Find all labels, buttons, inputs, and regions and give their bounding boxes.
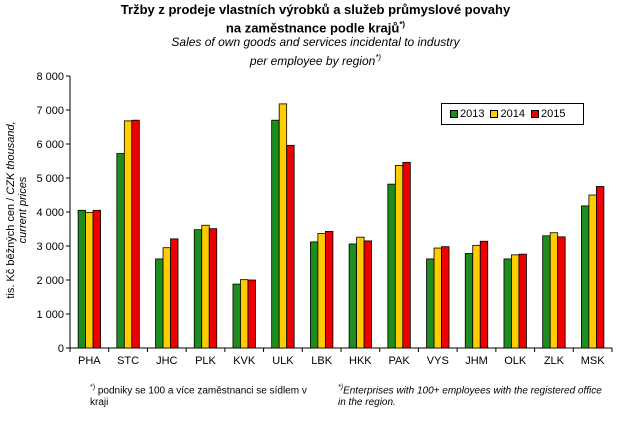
bar-2015-zlk — [557, 236, 566, 349]
x-tick-label-jhc: JHC — [156, 355, 177, 367]
bar-2015-pha — [92, 209, 102, 349]
bar-2013-kvk — [232, 283, 241, 349]
bar-2015-olk — [518, 253, 527, 349]
y-tick-label: 7 000 — [36, 105, 64, 117]
bar-2013-jhc — [155, 258, 164, 349]
bar-2014-olk — [511, 254, 520, 349]
bar-2013-pha — [77, 209, 87, 349]
x-tick-label-pak: PAK — [388, 355, 410, 367]
bar-2014-lbk — [317, 233, 326, 349]
y-axis-label-wrap: tis. Kč běžných cen / CZK thousand, curr… — [2, 72, 32, 348]
bar-2014-kvk — [240, 279, 249, 349]
y-tick-label: 4 000 — [36, 207, 64, 219]
bar-2015-ulk — [286, 144, 295, 349]
bar-2015-pak — [402, 161, 411, 349]
bar-2014-pha — [85, 211, 94, 349]
chart-subtitle-en: Sales of own goods and services incident… — [171, 35, 460, 50]
bar-2013-pak — [387, 183, 396, 349]
legend-item-2015: 2015 — [530, 108, 566, 120]
bar-2015-jhc — [170, 238, 179, 349]
bar-2013-olk — [503, 258, 512, 349]
y-tick-label: 1 000 — [36, 309, 64, 321]
y-tick-label: 8 000 — [36, 71, 64, 83]
chart-title-cz-line2: na zaměstnance podle krajů*) — [225, 20, 406, 36]
legend-item-2013: 2013 — [450, 108, 484, 120]
x-tick-label-msk: MSK — [581, 355, 606, 367]
chart-legend: 2013 2014 2015 — [441, 103, 584, 125]
bar-2015-stc — [131, 119, 140, 349]
legend-item-2014: 2014 — [490, 108, 525, 120]
x-tick-label-olk: OLK — [504, 355, 527, 367]
bar-2015-jhm — [479, 240, 489, 349]
x-tick-label-plk: PLK — [195, 355, 216, 367]
bar-2013-ulk — [271, 119, 280, 349]
bar-2015-msk — [595, 186, 605, 349]
y-tick-label: 2 000 — [36, 275, 64, 287]
x-tick-label-jhm: JHM — [465, 355, 488, 367]
y-axis-label: tis. Kč běžných cen / CZK thousand, curr… — [5, 121, 29, 299]
bar-2013-jhm — [464, 253, 474, 349]
bar-2015-lbk — [324, 230, 334, 349]
bar-2014-vys — [433, 247, 442, 349]
bar-2015-kvk — [247, 279, 256, 349]
bar-2014-ulk — [278, 103, 288, 349]
bar-2013-msk — [580, 205, 590, 349]
bar-2015-hkk — [363, 240, 373, 349]
bar-2013-lbk — [309, 241, 319, 349]
bar-2014-msk — [588, 194, 597, 349]
y-tick-label: 5 000 — [36, 173, 64, 185]
chart-title-cz: Tržby z prodeje vlastních výrobků a služ… — [120, 2, 511, 17]
bar-2014-plk — [201, 224, 210, 349]
footnote-cz: *) podniky se 100 a více zaměstnanci se … — [90, 384, 307, 409]
y-tick-label: 0 — [58, 343, 64, 355]
y-tick-label: 6 000 — [36, 139, 64, 151]
bar-2014-jhm — [472, 244, 481, 349]
bar-2015-vys — [441, 246, 450, 349]
bar-2013-hkk — [348, 243, 358, 349]
bar-2014-hkk — [356, 236, 365, 349]
bar-2013-plk — [193, 229, 203, 349]
x-tick-label-vys: VYS — [427, 355, 449, 367]
footnote-en: *)Enterprises with 100+ employees with t… — [338, 384, 602, 409]
x-tick-label-ulk: ULK — [272, 355, 294, 367]
legend-swatch-2014 — [490, 110, 499, 118]
x-tick-label-zlk: ZLK — [544, 355, 565, 367]
bar-2013-zlk — [542, 235, 551, 349]
y-tick-label: 3 000 — [36, 241, 64, 253]
x-tick-label-pha: PHA — [78, 355, 101, 367]
bar-2013-stc — [116, 153, 125, 349]
x-tick-label-lbk: LBK — [311, 355, 332, 367]
legend-label-2014: 2014 — [500, 108, 525, 120]
legend-label-2013: 2013 — [460, 108, 485, 120]
bar-2015-plk — [208, 228, 218, 349]
legend-label-2015: 2015 — [540, 108, 566, 120]
legend-swatch-2013 — [450, 110, 458, 118]
chart-title-block: Tržby z prodeje vlastních výrobků a služ… — [0, 2, 631, 69]
x-tick-label-stc: STC — [117, 355, 139, 367]
bar-2014-pak — [394, 165, 404, 349]
bar-2014-zlk — [549, 232, 559, 349]
legend-swatch-2015 — [530, 110, 539, 118]
bar-2014-jhc — [162, 247, 171, 349]
x-tick-label-hkk: HKK — [349, 355, 372, 367]
x-tick-label-kvk: KVK — [233, 355, 256, 367]
bar-2014-stc — [123, 120, 133, 349]
chart-subtitle-en-line2: per employee by region*) — [249, 53, 382, 69]
bar-2013-vys — [426, 258, 435, 349]
